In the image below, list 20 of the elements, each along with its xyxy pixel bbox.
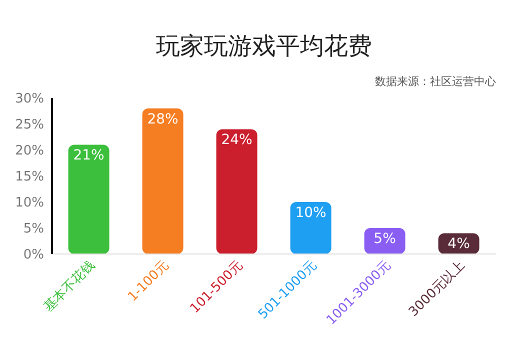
y-tick-label: 5% [23, 222, 44, 237]
chart-subtitle: 数据来源：社区运营中心 [375, 74, 496, 89]
bar [142, 108, 184, 254]
data-label: 28% [147, 111, 178, 128]
y-tick-label: 0% [23, 248, 44, 263]
chart-title: 玩家玩游戏平均花费 [155, 31, 373, 62]
y-tick-label: 10% [15, 196, 44, 211]
y-tick-label: 20% [15, 144, 44, 159]
data-label: 5% [374, 230, 396, 247]
data-label: 21% [73, 148, 104, 164]
bar [216, 129, 258, 254]
data-label: 24% [221, 132, 252, 148]
bar [290, 202, 332, 254]
data-label: 4% [448, 236, 470, 252]
data-label: 10% [295, 204, 326, 221]
y-tick-label: 15% [15, 170, 44, 185]
y-tick-label: 30% [15, 92, 44, 107]
x-tick-label: 基本不花钱 [41, 258, 98, 315]
y-tick-label: 25% [15, 118, 44, 133]
bar [68, 144, 110, 254]
